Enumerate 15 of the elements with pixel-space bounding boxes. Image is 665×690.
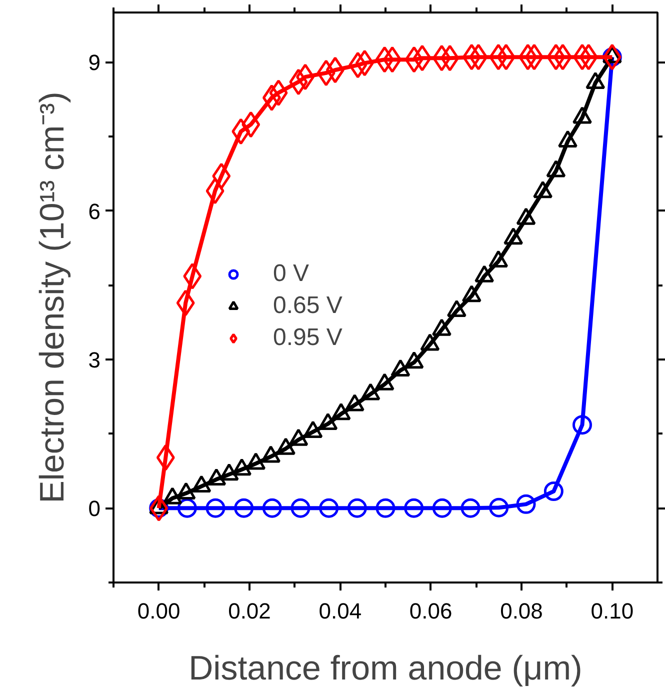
x-tick-label: 0.08 — [500, 598, 543, 624]
y-tick-label: 6 — [88, 198, 101, 224]
y-axis-title: Electron density (10¹³ cm⁻³) — [33, 92, 72, 504]
x-tick-label: 0.04 — [318, 598, 362, 624]
x-axis-title: Distance from anode (μm) — [188, 650, 582, 688]
y-tick-label: 9 — [88, 50, 101, 76]
x-tick-label: 0.00 — [137, 598, 180, 624]
x-tick-label: 0.02 — [228, 598, 271, 624]
y-tick-label: 0 — [88, 496, 101, 522]
legend-label: 0.65 V — [273, 292, 342, 320]
y-tick-label: 3 — [88, 347, 101, 372]
legend-label: 0 V — [273, 260, 310, 288]
x-tick-label: 0.06 — [409, 598, 452, 624]
legend-label: 0.95 V — [273, 324, 342, 352]
x-tick-label: 0.10 — [590, 598, 634, 624]
